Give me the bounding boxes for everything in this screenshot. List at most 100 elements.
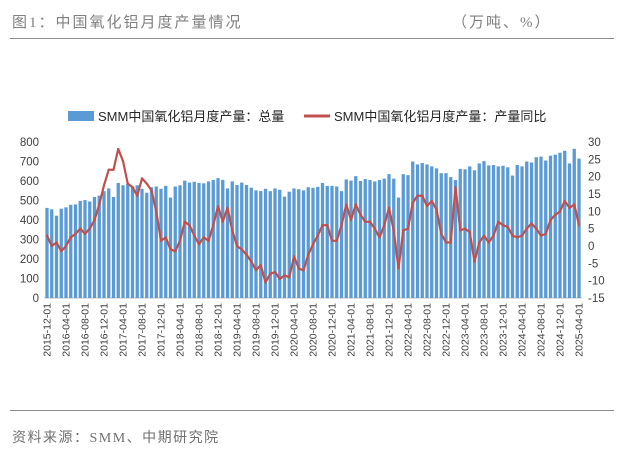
legend-label-yoy: SMM中国氧化铝月度产量：产量同比 (334, 109, 546, 124)
x-tick-label: 2017-12-01 (156, 303, 168, 357)
yoy-point (549, 218, 552, 222)
yoy-point (197, 243, 201, 246)
yoy-point (321, 224, 324, 227)
bar-total (173, 186, 177, 298)
yoy-point (421, 194, 424, 197)
x-tick-label: 2016-12-01 (99, 303, 111, 357)
bar-total (515, 165, 519, 298)
yoy-point (193, 234, 196, 237)
x-tick-label: 2017-08-01 (137, 303, 149, 357)
bar-total (54, 215, 59, 298)
bar-total (111, 196, 116, 298)
bar-total (339, 191, 344, 298)
yoy-point (435, 208, 438, 211)
yoy-point (107, 168, 110, 171)
yoy-point (216, 205, 220, 208)
yoy-point (354, 203, 357, 206)
bar-total (420, 163, 424, 298)
x-tick-label: 2024-12-01 (555, 303, 567, 357)
bar-total (249, 187, 253, 298)
yoy-point (492, 234, 495, 237)
yoy-point (440, 232, 443, 235)
bar-total (107, 188, 111, 298)
yoy-point (468, 231, 471, 234)
y-right-tick-label: 20 (588, 172, 601, 184)
yoy-point (235, 244, 239, 248)
y-axis-right-labels: -15 -10 -5 0 5 10 15 20 25 30 (588, 137, 605, 305)
y-axis-left-labels: 0 100 200 300 400 500 600 700 800 (20, 137, 39, 305)
y-right-tick-label: -5 (588, 258, 598, 270)
yoy-point (83, 232, 87, 235)
yoy-point (98, 203, 101, 206)
yoy-point (454, 185, 457, 189)
yoy-point (221, 220, 224, 223)
bar-total (130, 186, 135, 298)
bar-total (363, 179, 367, 298)
bar-total (88, 201, 92, 298)
yoy-point (212, 224, 215, 227)
x-tick-label: 2021-04-01 (346, 303, 358, 357)
yoy-point (378, 236, 381, 239)
bar-total (45, 207, 49, 298)
bar-total (577, 158, 581, 298)
yoy-point (397, 267, 400, 270)
y-right-tick-label: 30 (588, 137, 601, 149)
yoy-point (74, 232, 77, 235)
yoy-point (345, 203, 348, 206)
bar-total (69, 204, 73, 298)
bar-total (501, 165, 505, 298)
bar-total (548, 155, 553, 298)
bar-total (164, 185, 168, 299)
bar-total (539, 156, 543, 299)
bar-total (487, 165, 491, 298)
line-yoy (45, 147, 581, 284)
yoy-point (283, 274, 286, 277)
yoy-point (326, 224, 329, 227)
yoy-point (482, 234, 486, 237)
bar-total (463, 169, 467, 298)
bar-total (529, 162, 534, 298)
yoy-point (140, 177, 144, 180)
y-right-tick-label: 0 (588, 241, 594, 253)
bar-total (59, 208, 63, 298)
yoy-point (473, 260, 476, 263)
bar-total (225, 188, 230, 298)
bar-total (116, 182, 120, 298)
bar-total (64, 207, 68, 298)
bar-total (335, 186, 339, 298)
yoy-point (359, 213, 362, 216)
bar-total (73, 204, 78, 298)
yoy-point (402, 229, 405, 232)
bar-total (268, 191, 272, 298)
bar-total (496, 166, 500, 299)
yoy-point (292, 255, 296, 258)
bar-total (373, 181, 377, 298)
yoy-point (69, 236, 72, 239)
footer-divider (10, 410, 614, 411)
bar-total (344, 179, 348, 298)
x-tick-label: 2021-08-01 (365, 303, 377, 357)
yoy-point (463, 227, 467, 230)
bar-total (396, 197, 401, 298)
yoy-point (150, 189, 153, 192)
yoy-point (79, 227, 82, 230)
yoy-point (506, 225, 509, 229)
bar-total (567, 163, 572, 298)
y-left-tick-label: 700 (20, 157, 39, 169)
yoy-point (102, 184, 106, 187)
yoy-point (259, 263, 262, 267)
yoy-point (368, 220, 372, 223)
yoy-point (254, 269, 258, 272)
bar-total (520, 166, 524, 299)
bar-total (553, 154, 557, 298)
bar-total (406, 175, 410, 298)
x-tick-label: 2019-04-01 (232, 303, 244, 357)
bar-total (368, 180, 372, 298)
bar-total (477, 163, 481, 298)
bar-total (240, 182, 244, 298)
bar-total (382, 178, 386, 298)
x-tick-label: 2019-08-01 (251, 303, 263, 357)
y-right-tick-label: -10 (588, 276, 605, 288)
yoy-point (511, 234, 514, 237)
